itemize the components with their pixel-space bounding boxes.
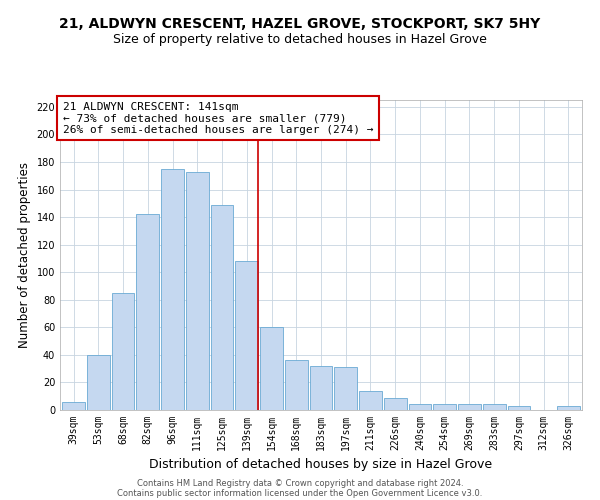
Bar [384, 398, 407, 410]
Bar [433, 404, 456, 410]
Bar [62, 402, 85, 410]
Bar [409, 404, 431, 410]
Bar [458, 404, 481, 410]
Bar [112, 293, 134, 410]
Y-axis label: Number of detached properties: Number of detached properties [18, 162, 31, 348]
Bar [87, 355, 110, 410]
Bar [161, 169, 184, 410]
Bar [359, 390, 382, 410]
Bar [557, 406, 580, 410]
Bar [508, 406, 530, 410]
Bar [310, 366, 332, 410]
Text: Size of property relative to detached houses in Hazel Grove: Size of property relative to detached ho… [113, 32, 487, 46]
Text: Contains public sector information licensed under the Open Government Licence v3: Contains public sector information licen… [118, 488, 482, 498]
Bar [285, 360, 308, 410]
Text: Contains HM Land Registry data © Crown copyright and database right 2024.: Contains HM Land Registry data © Crown c… [137, 478, 463, 488]
Bar [483, 404, 506, 410]
Bar [136, 214, 159, 410]
Bar [186, 172, 209, 410]
X-axis label: Distribution of detached houses by size in Hazel Grove: Distribution of detached houses by size … [149, 458, 493, 471]
Text: 21, ALDWYN CRESCENT, HAZEL GROVE, STOCKPORT, SK7 5HY: 21, ALDWYN CRESCENT, HAZEL GROVE, STOCKP… [59, 18, 541, 32]
Bar [260, 328, 283, 410]
Bar [334, 368, 357, 410]
Text: 21 ALDWYN CRESCENT: 141sqm
← 73% of detached houses are smaller (779)
26% of sem: 21 ALDWYN CRESCENT: 141sqm ← 73% of deta… [62, 102, 373, 134]
Bar [211, 204, 233, 410]
Bar [235, 261, 258, 410]
